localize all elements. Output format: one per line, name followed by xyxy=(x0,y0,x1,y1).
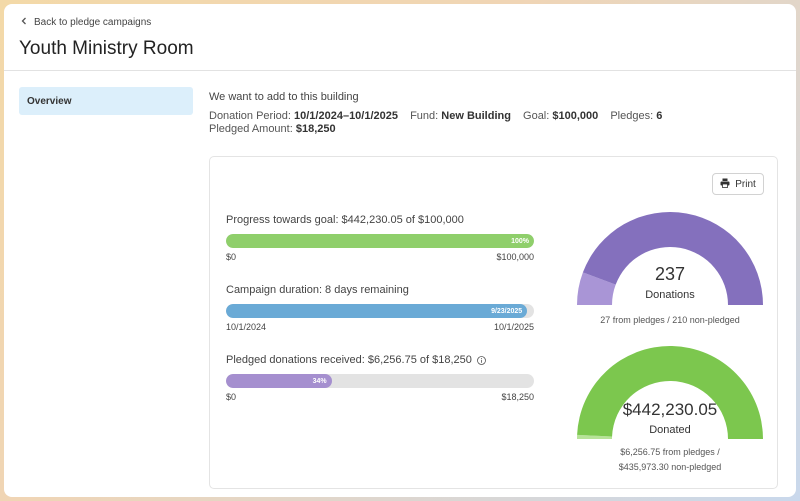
donated-gauge-arc xyxy=(577,346,763,439)
back-link[interactable]: Back to pledge campaigns xyxy=(20,17,151,28)
chevron-left-icon xyxy=(20,17,28,28)
sidebar-item-overview[interactable]: Overview xyxy=(19,87,193,115)
header-divider xyxy=(4,70,796,71)
progress-percent: 100% xyxy=(511,237,529,245)
duration-end: 10/1/2025 xyxy=(493,322,534,332)
campaign-stats-card: Print Progress towards goal: $442,230.05… xyxy=(209,156,778,489)
fund-value: New Building xyxy=(441,110,511,122)
donations-label: Donations xyxy=(645,289,695,301)
donated-caption: $6,256.75 from pledges / $435,973.30 non… xyxy=(555,445,785,475)
progress-end: $100,000 xyxy=(496,252,534,262)
page-title: Youth Ministry Room xyxy=(19,38,194,59)
progress-label-text: Progress towards goal: $442,230.05 of $1… xyxy=(226,214,464,226)
donated-amount: $442,230.05 xyxy=(622,400,718,419)
donations-count: 237 xyxy=(654,264,686,284)
info-icon[interactable] xyxy=(476,355,486,365)
printer-icon xyxy=(720,178,730,191)
duration-label-text: Campaign duration: 8 days remaining xyxy=(226,284,409,296)
duration-bar: 9/23/2025 xyxy=(226,304,534,318)
gauge-pledged-segment xyxy=(577,434,613,439)
donated-caption-line2: $435,973.30 non-pledged xyxy=(618,462,722,472)
goal-value: $100,000 xyxy=(552,110,599,122)
goal-label: Goal: xyxy=(523,110,550,122)
duration-bar-ends: 10/1/2024 10/1/2025 xyxy=(226,322,534,332)
print-button[interactable]: Print xyxy=(712,173,764,195)
gauge-nonpledged-segment xyxy=(582,212,763,305)
back-link-label: Back to pledge campaigns xyxy=(34,17,152,28)
pledged-amount: Pledged Amount: $18,250 xyxy=(209,123,336,135)
campaign-meta: Donation Period: 10/1/2024–10/1/2025 Fun… xyxy=(209,110,662,122)
sidebar-item-label: Overview xyxy=(27,96,72,107)
donated-gauge: $442,230.05 Donated $6,256.75 from pledg… xyxy=(575,346,765,476)
donations-caption: 27 from pledges / 210 non-pledged xyxy=(600,315,740,325)
pledged-bar-ends: $0 $18,250 xyxy=(226,392,534,402)
donation-period-value: 10/1/2024–10/1/2025 xyxy=(294,110,399,122)
progress-bar-ends: $0 $100,000 xyxy=(226,252,534,262)
progress-bar: 100% xyxy=(226,234,534,248)
progress-bar-fill: 100% xyxy=(226,234,534,248)
duration-start: 10/1/2024 xyxy=(226,322,267,332)
duration-bar-fill: 9/23/2025 xyxy=(226,304,528,318)
pledged-amount-value: $18,250 xyxy=(295,123,336,135)
progress-start: $0 xyxy=(226,252,237,262)
gauge-pledged-segment xyxy=(577,272,616,305)
duration-marker: 9/23/2025 xyxy=(491,307,523,315)
pledged-amount-label: Pledged Amount: xyxy=(209,123,293,135)
pledged-label-text: Pledged donations received: $6,256.75 of… xyxy=(226,354,472,366)
pledged-bar-fill: 34% xyxy=(226,374,332,388)
pledged-percent: 34% xyxy=(312,377,327,385)
donations-gauge-arc xyxy=(577,212,763,305)
progress-label: Progress towards goal: $442,230.05 of $1… xyxy=(226,214,464,226)
duration-label: Campaign duration: 8 days remaining xyxy=(226,284,409,296)
pledges-value: 6 xyxy=(656,110,663,122)
campaign-description: We want to add to this building xyxy=(209,91,359,103)
donated-caption-line1: $6,256.75 from pledges / xyxy=(620,447,720,457)
pledged-bar: 34% xyxy=(226,374,534,388)
app-frame: Back to pledge campaigns Youth Ministry … xyxy=(4,4,796,497)
donation-period-label: Donation Period: xyxy=(209,110,291,122)
donations-gauge: 237 Donations 27 from pledges / 210 non-… xyxy=(575,212,765,332)
gauge-nonpledged-segment xyxy=(577,346,763,439)
pledged-start: $0 xyxy=(226,392,237,402)
print-label: Print xyxy=(735,178,756,190)
donated-label: Donated xyxy=(649,424,691,436)
pledged-end: $18,250 xyxy=(501,392,534,402)
pledges-label: Pledges: xyxy=(610,110,654,122)
pledged-label: Pledged donations received: $6,256.75 of… xyxy=(226,354,486,366)
fund-label: Fund: xyxy=(410,110,439,122)
